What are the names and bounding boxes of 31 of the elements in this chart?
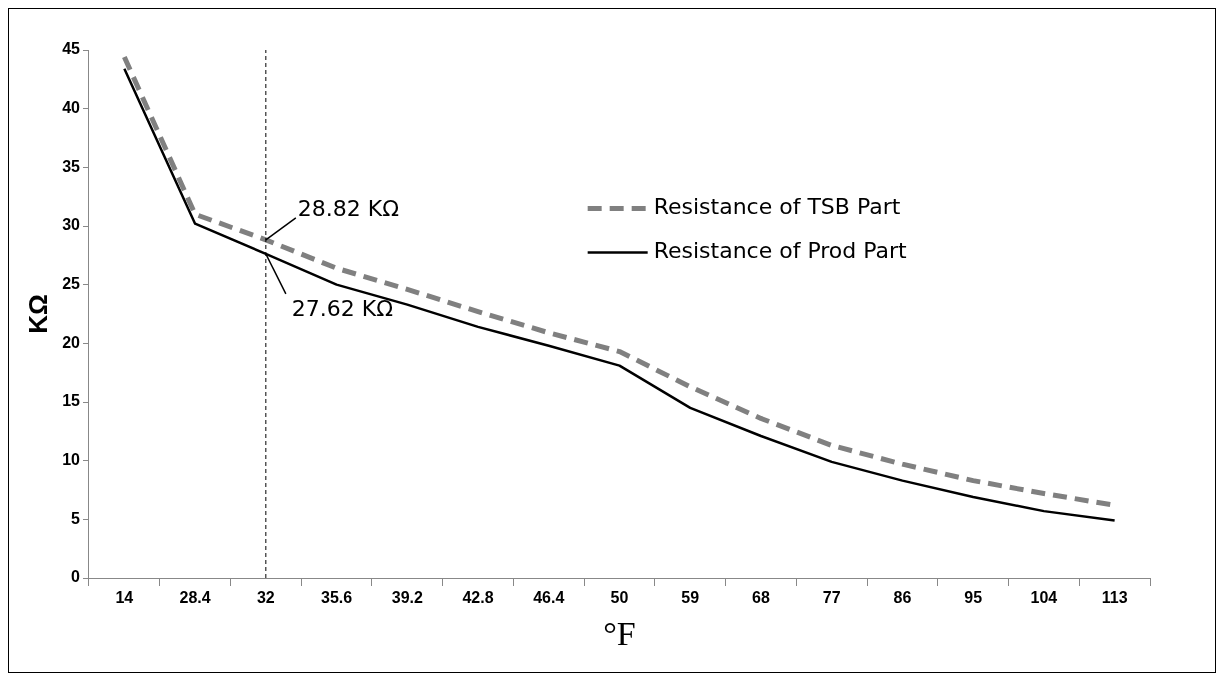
- y-tick-label: 45: [62, 40, 81, 58]
- x-tick-label: 46.4: [533, 589, 565, 607]
- legend-label: Resistance of Prod Part: [653, 238, 908, 264]
- x-tick-label: 14: [115, 589, 134, 607]
- x-tick-label: 104: [1030, 589, 1058, 607]
- y-tick-label: 25: [62, 275, 81, 293]
- y-tick-label: 5: [71, 509, 81, 527]
- x-tick-label: 32: [256, 589, 275, 607]
- legend-label: Resistance of TSB Part: [653, 194, 901, 220]
- x-tick-label: 77: [822, 589, 841, 607]
- y-tick-label: 30: [62, 216, 81, 234]
- x-axis-title: °F: [603, 614, 636, 652]
- x-tick-label: 68: [752, 589, 770, 607]
- x-tick-label: 39.2: [391, 589, 423, 607]
- x-tick-label: 59: [681, 589, 700, 607]
- y-tick-label: 15: [62, 392, 81, 410]
- y-tick-label: 10: [62, 451, 81, 469]
- x-tick-label: 86: [893, 589, 912, 607]
- x-tick-label: 35.6: [320, 589, 353, 607]
- x-tick-label: 113: [1101, 589, 1128, 607]
- y-tick-label: 35: [62, 157, 81, 175]
- annotation: 27.62 KΩ: [291, 295, 394, 321]
- y-tick-label: 40: [62, 99, 81, 117]
- x-tick-label: 95: [964, 589, 983, 607]
- x-tick-label: 42.8: [462, 589, 494, 607]
- x-tick-label: 50: [610, 589, 629, 607]
- y-tick-label: 20: [62, 333, 81, 351]
- annotation: 28.82 KΩ: [297, 195, 400, 221]
- x-tick-label: 28.4: [179, 589, 211, 607]
- y-tick-label: 0: [71, 568, 81, 586]
- y-axis-title: KΩ: [22, 294, 53, 334]
